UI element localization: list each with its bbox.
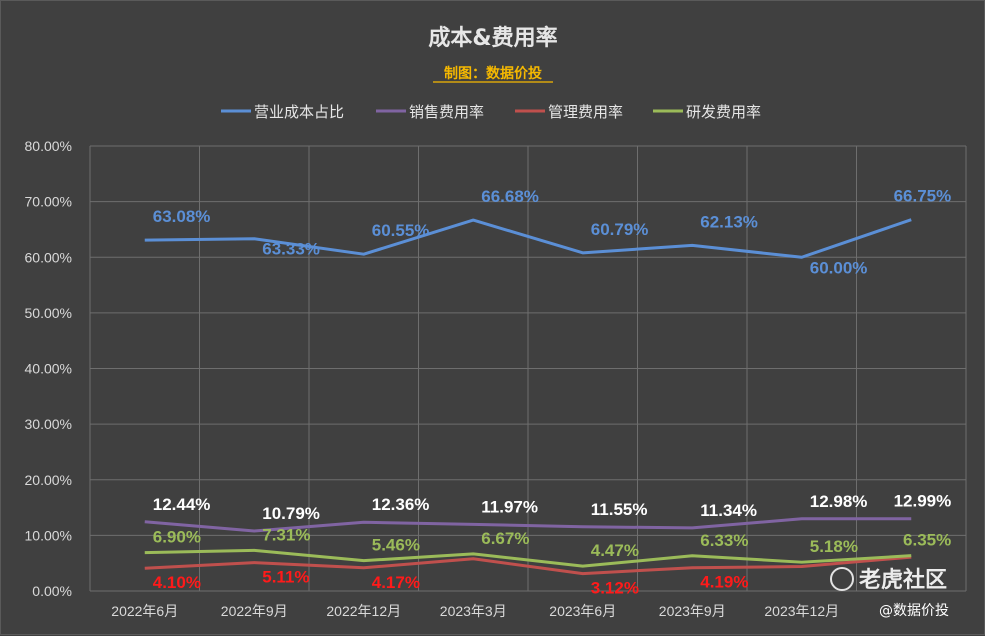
- series-lines: [144, 218, 912, 576]
- data-label: 11.34%: [700, 501, 757, 520]
- watermark-brand: 老虎社区: [858, 567, 947, 593]
- data-label: 12.98%: [810, 492, 868, 511]
- series-line: [144, 555, 912, 576]
- data-label: 4.47%: [591, 541, 639, 560]
- y-tick-label: 20.00%: [25, 472, 72, 488]
- x-tick-label: 2022年6月: [111, 603, 178, 619]
- x-axis: 2022年6月 2022年9月 2022年12月 2023年3月 2023年6月 2023…: [111, 603, 839, 619]
- data-label: 4.10%: [153, 573, 201, 592]
- y-tick-label: 60.00%: [25, 249, 72, 265]
- data-label: 12.99%: [894, 492, 952, 511]
- x-tick-label: 2022年9月: [221, 603, 288, 619]
- data-label: 63.33%: [262, 240, 320, 259]
- x-tick-label: 2023年9月: [659, 603, 726, 619]
- y-tick-label: 10.00%: [25, 527, 72, 543]
- chart-subtitle: 制图：数据价投: [444, 65, 542, 82]
- x-tick-label: 2023年6月: [549, 603, 616, 619]
- data-label: 60.00%: [810, 258, 868, 277]
- data-label: 6.90%: [153, 528, 201, 547]
- data-label: 12.44%: [153, 495, 211, 514]
- series-line: [144, 548, 912, 568]
- data-label: 5.18%: [810, 537, 858, 556]
- x-tick-label: 2023年3月: [440, 603, 507, 619]
- watermark-handle: @数据价投: [879, 603, 949, 619]
- y-tick-label: 40.00%: [25, 361, 72, 377]
- data-label: 62.13%: [700, 212, 758, 231]
- data-label: 60.79%: [591, 220, 649, 239]
- legend-entry: 研发费用率: [686, 103, 761, 121]
- data-label: 5.46%: [372, 536, 420, 555]
- data-label: 4.17%: [372, 573, 420, 592]
- y-tick-label: 70.00%: [25, 194, 72, 210]
- x-tick-label: 2023年12月: [764, 603, 839, 619]
- series-line: [144, 517, 912, 533]
- y-tick-label: 30.00%: [25, 416, 72, 432]
- legend-entry: 销售费用率: [409, 103, 484, 121]
- data-label: 10.79%: [262, 504, 320, 523]
- y-tick-label: 0.00%: [32, 583, 72, 599]
- watermark: 老虎社区 @数据价投: [830, 567, 949, 619]
- legend-entry: 营业成本占比: [254, 103, 344, 121]
- data-label: 66.68%: [481, 187, 539, 206]
- data-label: 3.12%: [591, 579, 639, 598]
- data-label: 6.33%: [700, 531, 748, 550]
- data-label: 12.36%: [372, 495, 430, 514]
- data-label: 6.35%: [903, 531, 951, 550]
- legend-entry: 管理费用率: [548, 103, 623, 121]
- grid: [89, 145, 967, 592]
- y-tick-label: 50.00%: [25, 305, 72, 321]
- data-label: 7.31%: [262, 525, 310, 544]
- x-tick-label: 2022年12月: [326, 603, 401, 619]
- data-label: 6.67%: [481, 529, 529, 548]
- y-axis: 0.00% 10.00% 20.00% 30.00% 40.00% 50.00% 60.00…: [25, 138, 72, 599]
- legend: 营业成本占比 销售费用率 管理费用率 研发费用率: [221, 103, 761, 121]
- series-line: [144, 218, 912, 259]
- brand-logo-icon: [830, 567, 854, 591]
- y-tick-label: 80.00%: [25, 138, 72, 154]
- data-label: 66.75%: [894, 187, 952, 206]
- data-label: 60.55%: [372, 221, 430, 240]
- data-label: 5.11%: [262, 568, 309, 587]
- data-label: 11.97%: [481, 497, 538, 516]
- data-labels: 63.08% 63.33% 60.55% 66.68% 60.79% 62.13% 60.0…: [153, 187, 952, 598]
- data-label: 63.08%: [153, 207, 211, 226]
- chart-title: 成本&费用率: [428, 25, 557, 51]
- data-label: 4.19%: [700, 573, 748, 592]
- data-label: 11.55%: [591, 500, 648, 519]
